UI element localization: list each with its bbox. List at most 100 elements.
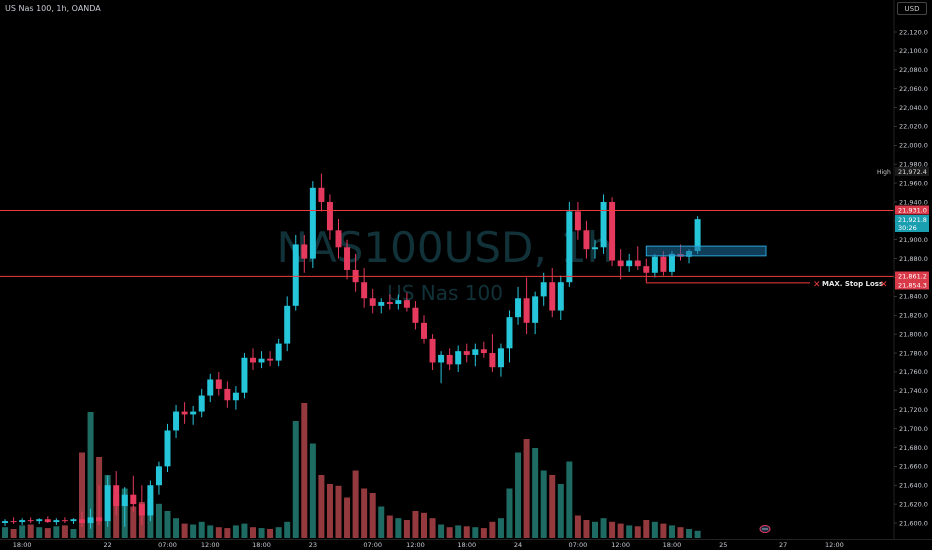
candle bbox=[472, 343, 479, 367]
candle bbox=[155, 461, 162, 495]
candle bbox=[27, 517, 34, 523]
candle bbox=[421, 315, 427, 344]
stop-loss-label[interactable]: MAX. Stop Loss bbox=[822, 280, 883, 288]
x-tick-label: 18:00 bbox=[252, 541, 271, 549]
upper-level-value: 21,931.0 bbox=[898, 207, 927, 215]
y-tick-label: 22,100.0 bbox=[899, 47, 928, 55]
candle bbox=[164, 423, 171, 473]
volume-bar bbox=[70, 529, 77, 538]
volume-bar bbox=[44, 528, 51, 538]
candle bbox=[532, 291, 539, 335]
candle bbox=[549, 268, 556, 318]
event-marker[interactable] bbox=[759, 525, 771, 533]
y-tick-label: 21,700.0 bbox=[899, 425, 928, 433]
stop-loss-right-close-icon[interactable]: ✕ bbox=[880, 280, 888, 290]
time-axis[interactable]: 18:00 22 07:00 12:00 18:00 23 07:00 12:00 18:00 2… bbox=[13, 541, 844, 549]
candle bbox=[429, 334, 436, 371]
volume-bar bbox=[651, 521, 658, 538]
current-price-value: 21,921.8 bbox=[898, 216, 927, 224]
candle bbox=[53, 518, 60, 525]
y-tick-label: 21,760.0 bbox=[899, 368, 928, 376]
candle bbox=[44, 516, 51, 523]
volume-bar bbox=[677, 527, 684, 538]
y-tick-label: 21,600.0 bbox=[899, 519, 928, 527]
volume-bar bbox=[36, 527, 43, 538]
volume-bar bbox=[2, 527, 9, 538]
candle bbox=[215, 371, 222, 396]
volume-bar bbox=[643, 520, 650, 538]
volume-bar bbox=[190, 524, 197, 538]
candle bbox=[574, 201, 581, 240]
volume-bar bbox=[309, 443, 316, 538]
volume-bar bbox=[344, 497, 351, 538]
volume-bar bbox=[429, 518, 436, 538]
candle bbox=[2, 519, 9, 526]
candle bbox=[369, 288, 376, 314]
volume-bar bbox=[378, 506, 385, 538]
volume-bar bbox=[19, 525, 26, 538]
y-tick-label: 21,620.0 bbox=[899, 500, 928, 508]
candle bbox=[600, 194, 607, 254]
candle bbox=[523, 277, 530, 335]
symbol-legend[interactable]: US Nas 100, 1h, OANDA bbox=[5, 4, 101, 13]
upper-level-box bbox=[895, 205, 929, 215]
x-tick-label: 18:00 bbox=[457, 541, 476, 549]
countdown-value: 30:26 bbox=[898, 224, 917, 232]
watermark-ticker: NAS100USD, 1h bbox=[277, 223, 614, 272]
currency-button[interactable]: USD bbox=[897, 2, 927, 15]
volume-bar bbox=[506, 488, 513, 538]
x-tick-label: 07:00 bbox=[363, 541, 382, 549]
volume-bar bbox=[686, 529, 693, 538]
candle bbox=[557, 275, 564, 320]
candle bbox=[292, 235, 299, 311]
price-tags: High 21,972.4 21,931.0 21,921.8 30:26 21… bbox=[813, 167, 929, 290]
candle bbox=[395, 294, 402, 310]
candle bbox=[113, 471, 120, 516]
volume-bar bbox=[318, 475, 325, 538]
stop-loss-left-close-icon[interactable]: ✕ bbox=[813, 280, 821, 290]
candle bbox=[403, 292, 410, 312]
candle bbox=[378, 298, 385, 314]
volume-bar bbox=[515, 452, 522, 538]
candle bbox=[386, 294, 393, 310]
volume-bar bbox=[155, 503, 162, 538]
y-tick-label: 21,680.0 bbox=[899, 444, 928, 452]
candle bbox=[147, 480, 154, 522]
x-tick-label: 18:00 bbox=[13, 541, 32, 549]
y-tick-label: 21,820.0 bbox=[899, 312, 928, 320]
high-tag-value: 21,972.4 bbox=[898, 168, 927, 176]
lower-level-box bbox=[895, 271, 929, 281]
volume-bar bbox=[540, 470, 547, 538]
volume-bar bbox=[181, 523, 188, 538]
x-tick-label: 07:00 bbox=[158, 541, 177, 549]
volume-bar bbox=[173, 518, 180, 538]
candle bbox=[566, 201, 573, 287]
candle bbox=[489, 334, 496, 372]
candle bbox=[79, 511, 85, 527]
candle bbox=[61, 517, 68, 523]
stop-loss-value: 21,854.3 bbox=[898, 282, 927, 290]
volume-bar bbox=[250, 527, 256, 538]
volume-bar bbox=[87, 412, 94, 538]
candle bbox=[626, 253, 633, 272]
candle bbox=[36, 518, 43, 524]
candle bbox=[138, 485, 145, 525]
volume-bar bbox=[224, 528, 231, 538]
volume-bar bbox=[574, 515, 581, 538]
volume-bar bbox=[361, 488, 368, 538]
candle bbox=[643, 258, 650, 281]
entry-zone-box[interactable] bbox=[645, 245, 767, 257]
volume-bar bbox=[412, 511, 419, 538]
volume-bar bbox=[326, 484, 333, 538]
volume-bar bbox=[455, 525, 462, 538]
high-tag-box bbox=[895, 167, 929, 176]
volume-bar bbox=[694, 530, 701, 538]
volume-bar bbox=[446, 527, 453, 538]
candle bbox=[181, 402, 188, 424]
x-tick-label: 22 bbox=[104, 541, 112, 549]
x-tick-label: 12:00 bbox=[611, 541, 630, 549]
volume-bar bbox=[634, 526, 641, 538]
volume-bar bbox=[480, 528, 487, 538]
